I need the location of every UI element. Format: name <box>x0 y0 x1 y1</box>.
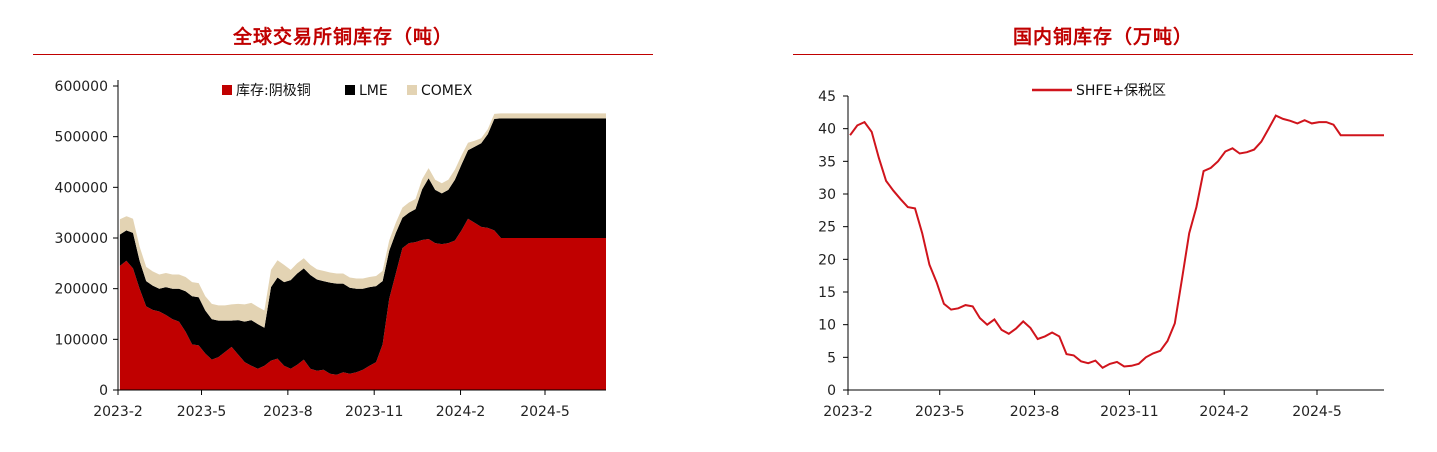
legend-label-0: 库存:阴极铜 <box>236 83 311 99</box>
right-y-tick-label: 0 <box>827 383 836 399</box>
right-y-tick-label: 20 <box>818 252 836 268</box>
line-series-0 <box>849 114 1384 370</box>
right-y-tick-label: 10 <box>818 318 836 334</box>
area-series-2 <box>119 113 607 328</box>
right-title-underline <box>793 54 1413 55</box>
left-y-tick-label: 100000 <box>55 332 108 348</box>
left-x-tick-label: 2024-5 <box>520 404 570 420</box>
legend-label-shfe: SHFE+保税区 <box>1076 83 1166 99</box>
right-y-tick-label: 30 <box>818 187 836 203</box>
right-x-tick-label: 2024-5 <box>1292 404 1342 420</box>
area-series-1 <box>119 118 607 375</box>
legend-swatch-1 <box>345 85 355 95</box>
left-x-tick-label: 2023-11 <box>345 404 404 420</box>
right-x-tick-label: 2023-8 <box>1010 404 1060 420</box>
legend-swatch-0 <box>222 85 232 95</box>
right-y-tick-label: 5 <box>827 350 836 366</box>
legend-label-1: LME <box>359 83 388 99</box>
left-y-tick-label: 0 <box>99 383 108 399</box>
left-x-tick-label: 2023-5 <box>177 404 227 420</box>
right-x-tick-label: 2024-2 <box>1199 404 1249 420</box>
right-y-tick-label: 45 <box>818 89 836 105</box>
right-x-tick-label: 2023-11 <box>1100 404 1159 420</box>
right-y-tick-label: 15 <box>818 285 836 301</box>
left-y-tick-label: 600000 <box>55 79 108 95</box>
right-y-tick-label: 35 <box>818 154 836 170</box>
left-x-tick-label: 2023-2 <box>93 404 143 420</box>
right-line-chart: 0 5 10 15 20 25 30 35 40 45 2023-2 2023-5 2023-8 2023… <box>818 83 1384 420</box>
area-series-0 <box>119 218 607 390</box>
left-y-tick-label: 400000 <box>55 180 108 196</box>
left-title-underline <box>33 54 653 55</box>
left-y-tick-label: 300000 <box>55 231 108 247</box>
right-x-tick-label: 2023-5 <box>915 404 965 420</box>
legend-label-2: COMEX <box>421 83 473 99</box>
left-chart-title: 全球交易所铜库存（吨） <box>232 26 453 48</box>
left-y-tick-label: 500000 <box>55 130 108 146</box>
left-stacked-area-chart: 0 100000 200000 300000 400000 500000 600000 202… <box>55 79 607 420</box>
left-x-tick-label: 2024-2 <box>436 404 486 420</box>
left-y-tick-label: 200000 <box>55 282 108 298</box>
right-y-tick-label: 40 <box>818 122 836 138</box>
legend-swatch-2 <box>407 85 417 95</box>
right-x-tick-label: 2023-2 <box>823 404 873 420</box>
right-chart-panel: 国内铜库存（万吨） 0 5 10 15 20 25 30 35 40 45 2023-2 2023-5… <box>760 0 1437 452</box>
right-y-tick-label: 25 <box>818 220 836 236</box>
left-x-tick-label: 2023-8 <box>263 404 313 420</box>
right-chart-title: 国内铜库存（万吨） <box>1012 26 1193 48</box>
left-chart-panel: 全球交易所铜库存（吨） 0 100000 200000 300000 400000 500… <box>0 0 700 452</box>
